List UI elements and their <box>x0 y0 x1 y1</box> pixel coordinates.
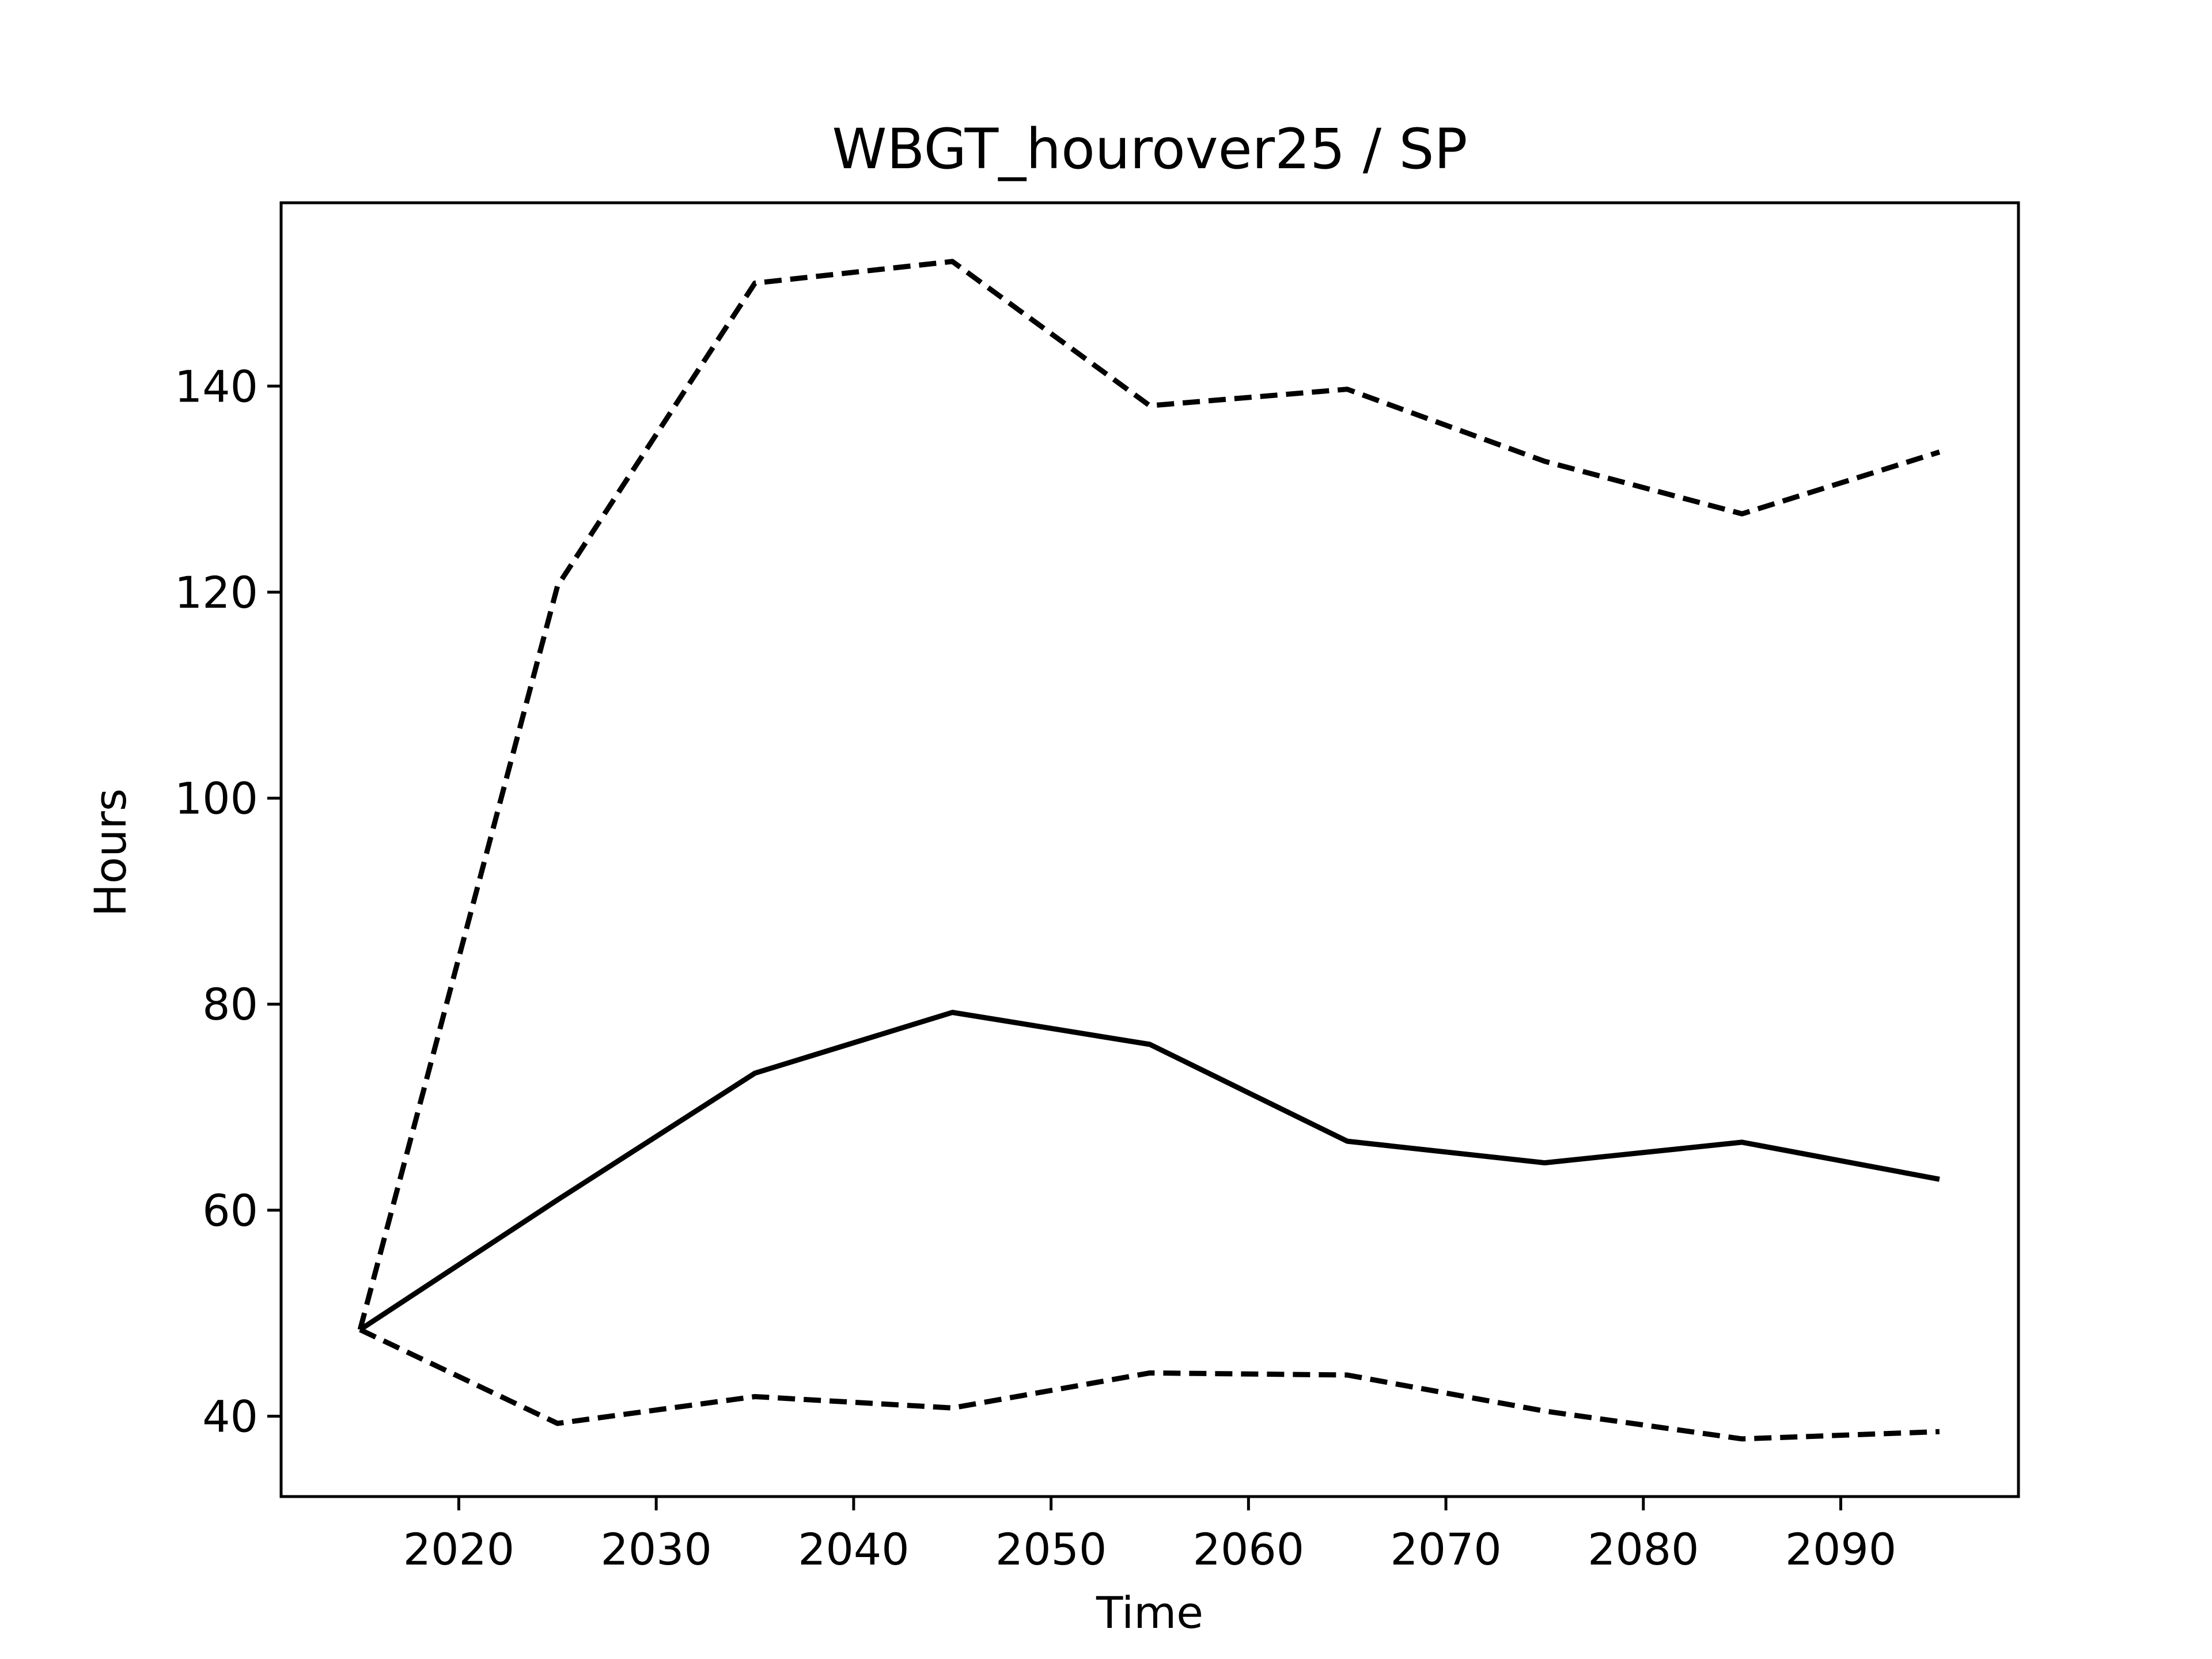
y-tick-label: 40 <box>202 1391 258 1442</box>
y-tick-label: 140 <box>175 361 258 412</box>
x-tick-label: 2070 <box>1390 1524 1501 1575</box>
x-tick-label: 2050 <box>995 1524 1107 1575</box>
upper-bound-line <box>360 262 1940 1330</box>
y-tick-label: 80 <box>202 979 258 1030</box>
x-tick-label: 2040 <box>798 1524 909 1575</box>
x-tick-label: 2080 <box>1588 1524 1699 1575</box>
x-tick-label: 2090 <box>1785 1524 1896 1575</box>
chart-title: WBGT_hourover25 / SP <box>832 117 1468 181</box>
plot-frame <box>281 203 2018 1497</box>
lower-bound-line <box>360 1330 1940 1439</box>
median-line <box>360 1013 1940 1330</box>
y-tick-label: 60 <box>202 1185 258 1236</box>
y-tick-label: 120 <box>175 567 258 618</box>
x-tick-label: 2020 <box>403 1524 514 1575</box>
y-axis-label: Hours <box>85 789 136 917</box>
x-tick-label: 2060 <box>1193 1524 1304 1575</box>
series-lines <box>360 262 1940 1439</box>
x-tick-label: 2030 <box>600 1524 711 1575</box>
x-axis-label: Time <box>1096 1587 1203 1638</box>
y-tick-label: 100 <box>175 773 258 824</box>
